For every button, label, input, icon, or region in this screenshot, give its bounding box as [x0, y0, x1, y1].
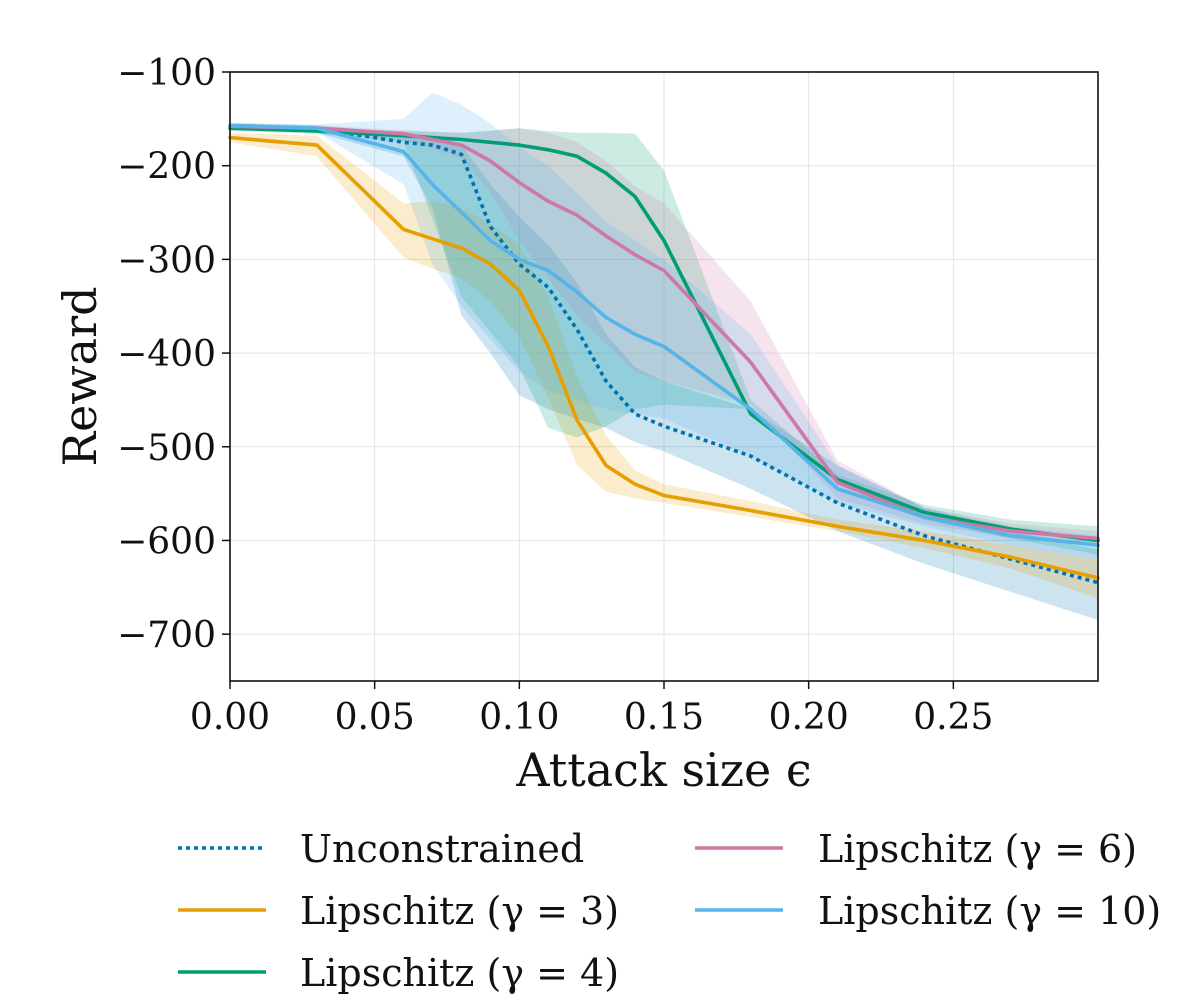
y-tick-label: −300 [117, 240, 216, 281]
y-tick-label: −100 [117, 53, 216, 94]
x-tick-label: 0.15 [624, 697, 704, 738]
y-tick-label: −700 [117, 615, 216, 656]
band-lipschitz-10 [230, 92, 1098, 560]
band-lipschitz-3 [230, 132, 1098, 599]
band-lipschitz-6 [230, 123, 1098, 546]
x-tick-label: 0.00 [190, 697, 270, 738]
x-tick-label: 0.05 [335, 697, 415, 738]
legend: Unconstrained Lipschitz (γ = 3) Lipschitz … [178, 827, 1161, 995]
x-tick-label: 0.25 [913, 697, 993, 738]
x-axis-label: Attack size ϵ [515, 743, 811, 797]
series-lines [228, 123, 1100, 585]
x-tick-label: 0.20 [769, 697, 849, 738]
legend-label-lipschitz-6: Lipschitz (γ = 6) [818, 827, 1137, 871]
line-lipschitz-10 [228, 123, 1100, 547]
legend-label-lipschitz-4: Lipschitz (γ = 4) [300, 951, 619, 995]
y-tick-label: −200 [117, 147, 216, 188]
grid-lines [229, 71, 1098, 681]
axis-ticks: 0.00 0.05 0.10 0.15 0.20 0.25 −100 −200 −300 −400… [117, 53, 993, 738]
y-axis-label: Reward [53, 286, 107, 466]
line-unconstrained [229, 124, 1099, 585]
y-tick-label: −500 [117, 428, 216, 469]
x-tick-label: 0.10 [479, 697, 559, 738]
y-tick-label: −400 [117, 334, 216, 375]
legend-label-lipschitz-3: Lipschitz (γ = 3) [300, 889, 619, 933]
line-lipschitz-3 [228, 135, 1100, 580]
legend-label-lipschitz-10: Lipschitz (γ = 10) [818, 889, 1161, 933]
legend-label-unconstrained: Unconstrained [300, 827, 584, 871]
y-tick-label: −600 [117, 521, 216, 562]
line-lipschitz-6 [228, 124, 1100, 541]
band-lipschitz-4 [230, 125, 1098, 555]
